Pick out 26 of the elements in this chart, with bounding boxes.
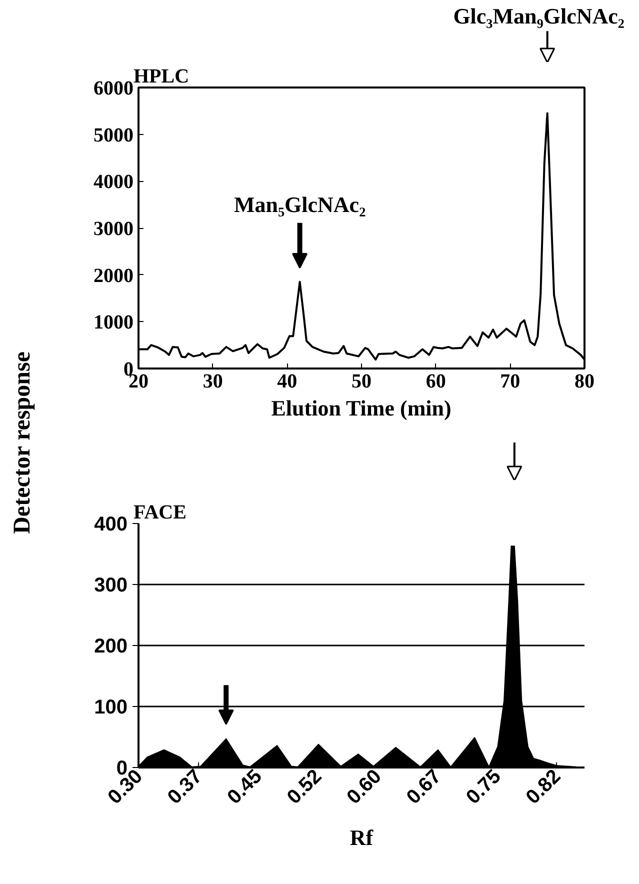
x-tick-label: 80 (574, 370, 594, 392)
y-tick-label: 200 (94, 636, 128, 658)
chart-title: HPLC (134, 66, 190, 88)
y-tick-label: 2000 (94, 264, 134, 287)
x-tick-label: 0.82 (522, 765, 566, 809)
y-tick-label: 3000 (94, 218, 134, 240)
y-tick-label: 1000 (94, 312, 134, 334)
x-tick-label: 70 (500, 370, 520, 392)
chart-title: FACE (134, 502, 186, 524)
annotation: Man₅GlcNAc₂ (234, 192, 366, 217)
x-tick-label: 0.60 (342, 765, 386, 809)
x-tick-label: 60 (426, 370, 446, 392)
x-tick-label: 30 (202, 370, 223, 392)
x-axis-title: Rf (350, 824, 374, 850)
x-axis-title: Elution Time (min) (271, 396, 452, 420)
x-tick-label: 0.52 (283, 765, 326, 809)
y-tick-label: 400 (94, 514, 128, 536)
y-tick-label: 4000 (94, 171, 134, 194)
y-tick-label: 5000 (94, 124, 134, 146)
y-tick-label: 6000 (94, 78, 134, 100)
x-tick-label: 40 (277, 370, 298, 392)
y-axis-title: Detector response (10, 351, 36, 534)
y-tick-label: 300 (94, 574, 128, 596)
x-tick-label: 50 (352, 370, 372, 392)
text: Glc₃Man₉GlcNAc₂ (453, 4, 625, 28)
y-tick-label: 100 (94, 696, 128, 718)
